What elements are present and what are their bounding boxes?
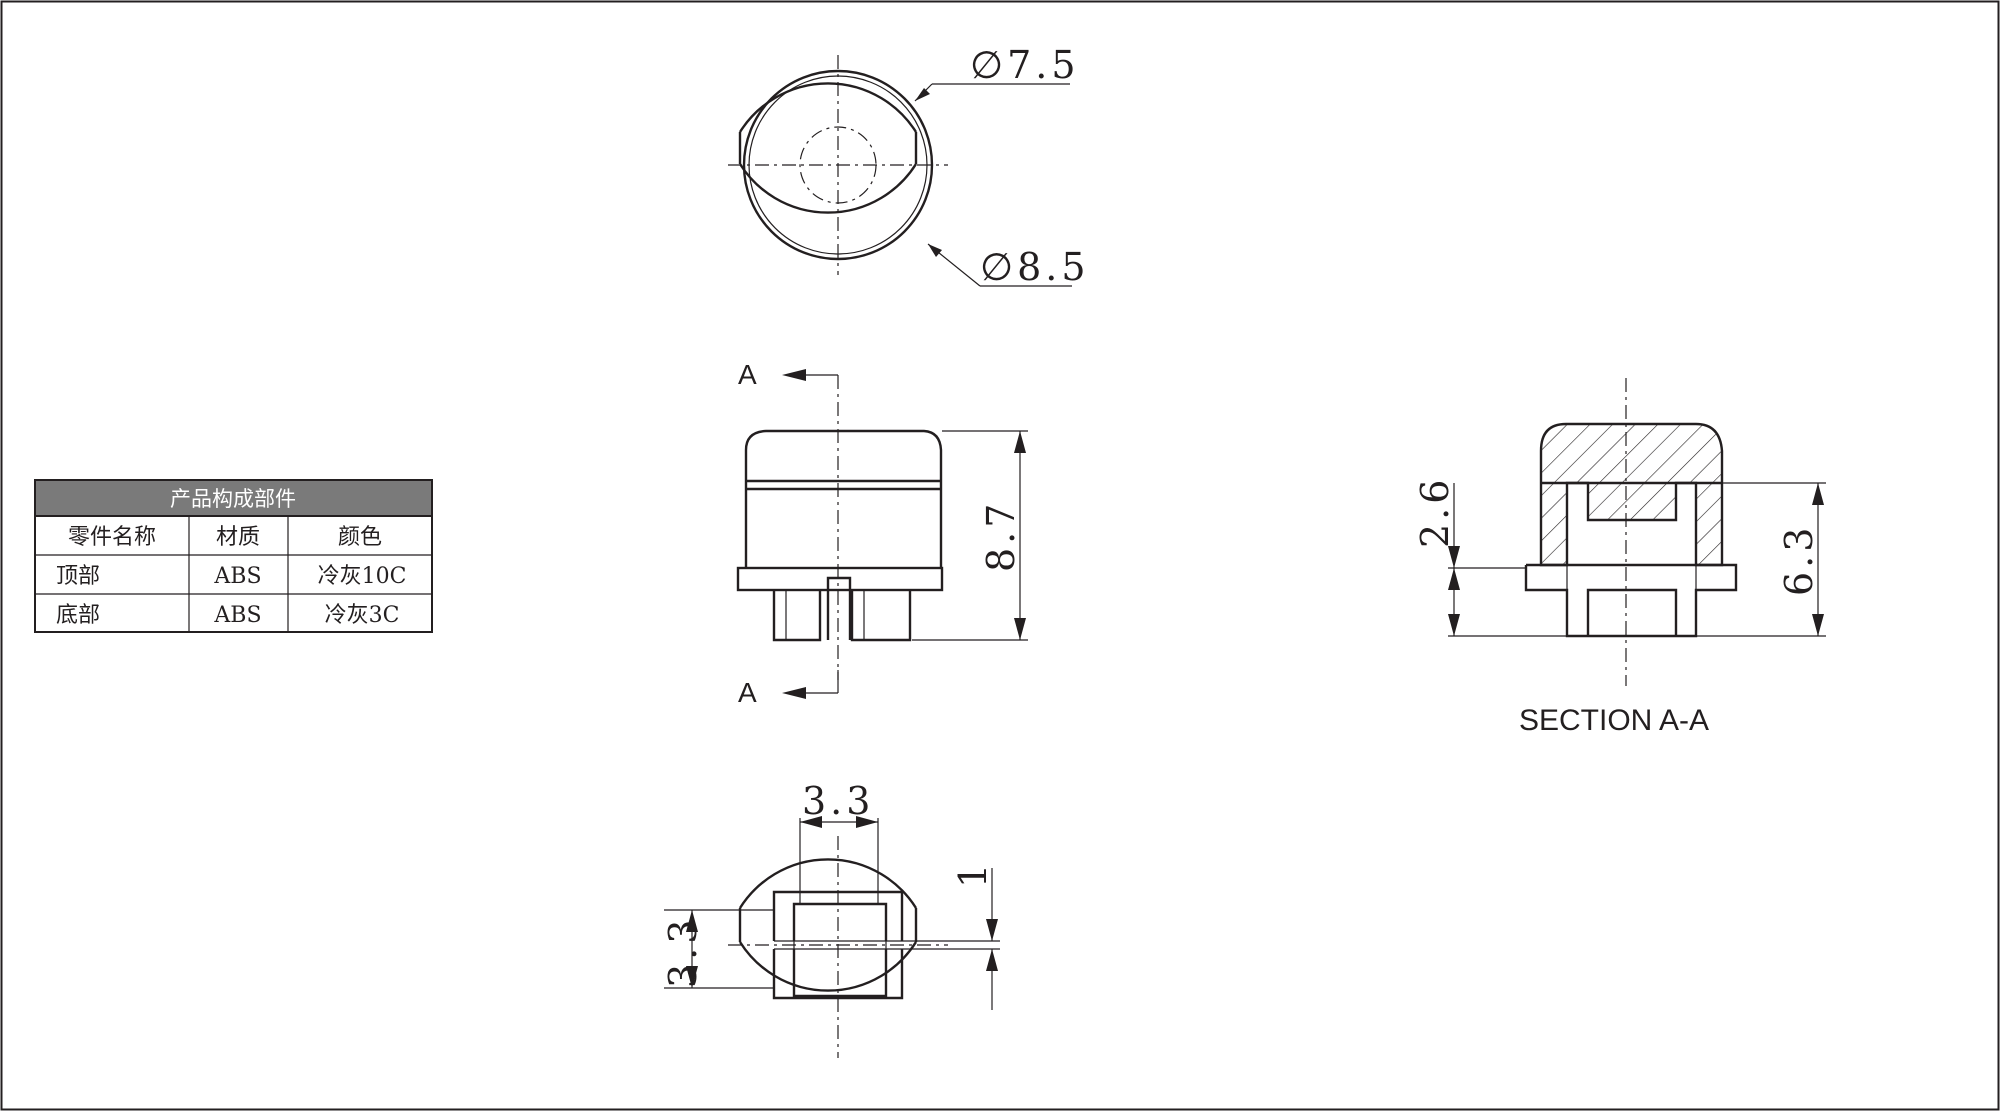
dim-diameter-7-5: ∅7.5: [970, 43, 1080, 87]
table-cell-top-color: 冷灰10C: [318, 564, 407, 589]
dim-bottom-width: 3.3: [802, 779, 874, 823]
table-header-name: 零件名称: [68, 525, 156, 550]
dim-height-8-7: 8.7: [979, 500, 1023, 572]
dim-diameter-8-5: ∅8.5: [980, 245, 1090, 289]
dim-section-6-3: 6.3: [1777, 524, 1821, 596]
table-cell-bottom-material: ABS: [213, 603, 261, 628]
table-header-color: 颜色: [338, 525, 382, 550]
table-cell-bottom-name: 底部: [56, 603, 100, 628]
top-view: ∅7.5 ∅8.5: [728, 43, 1090, 289]
dim-bottom-height: 3.3: [661, 916, 705, 988]
section-view: 2.6 6.3 SECTION A-A: [1413, 378, 1826, 737]
section-mark-top: A: [738, 359, 757, 390]
parts-table: 产品构成部件 零件名称 材质 颜色 顶部 ABS 冷灰10C 底部 ABS 冷灰…: [34, 479, 433, 633]
parts-table-title: 产品构成部件: [170, 487, 296, 511]
section-caption: SECTION A-A: [1519, 704, 1709, 737]
table-cell-bottom-color: 冷灰3C: [325, 603, 400, 628]
table-header-material: 材质: [216, 525, 260, 550]
section-mark-bottom: A: [738, 677, 757, 708]
dim-bottom-gap: 1: [951, 860, 995, 888]
dim-section-2-6: 2.6: [1413, 476, 1457, 548]
bottom-view: 3.3 3.3 1: [661, 779, 1000, 1058]
front-view: A A 8.7: [736, 359, 1028, 708]
table-cell-top-name: 顶部: [56, 564, 100, 589]
table-cell-top-material: ABS: [213, 564, 261, 589]
